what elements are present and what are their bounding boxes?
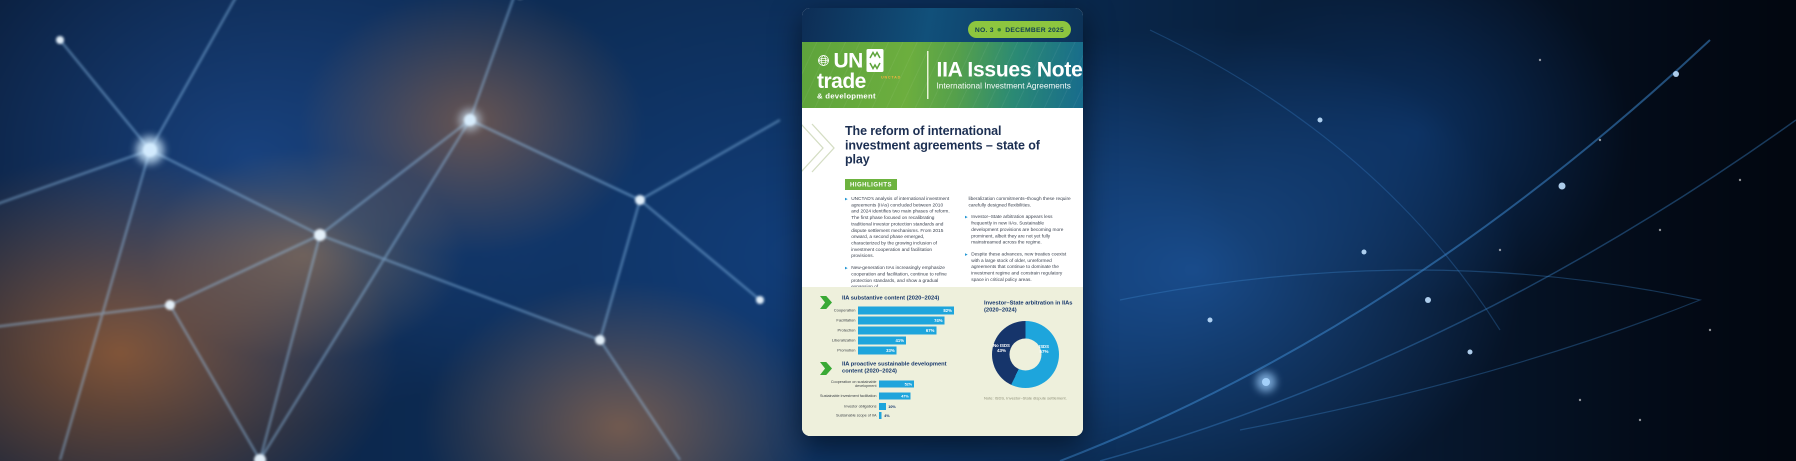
bullet-text: Despite these advances, new treaties coe… xyxy=(971,251,1067,283)
slice-value-text: 57% xyxy=(1039,349,1049,355)
triangle-bullet-icon: ▶ xyxy=(845,197,848,202)
highlight-continuation: liberalization commitments–though these … xyxy=(965,196,1072,209)
article-title: The reform of international investment a… xyxy=(845,124,1040,167)
bar-row: Sustainable scope of IIA 4% xyxy=(820,411,985,420)
issue-date: DECEMBER 2025 xyxy=(1005,25,1064,34)
donut-slice-label: No ISDS 43% xyxy=(991,343,1013,354)
bar-value: 41% xyxy=(895,337,904,343)
bar: 33% xyxy=(858,346,897,355)
bar-row: Cooperation 82% xyxy=(820,305,973,315)
bar-row: Facilitation 74% xyxy=(820,315,973,325)
bar xyxy=(879,411,882,419)
charts-section: IIA substantive content (2020–2024) Coop… xyxy=(802,287,1083,436)
bar: 82% xyxy=(858,306,954,315)
slice-label-text: No ISDS xyxy=(993,342,1010,348)
logo-development-text: & development xyxy=(817,91,876,101)
highlights-column-1: ▶ UNCTAD's analysis of international inv… xyxy=(845,196,952,296)
bar-category-label: Facilitation xyxy=(836,318,856,323)
bar-category-label: Cooperation on sustainable development xyxy=(830,379,877,388)
bar-value: 4% xyxy=(884,413,890,418)
highlight-bullet: ▶ UNCTAD's analysis of international inv… xyxy=(845,196,952,260)
bar-row: Liberalization 41% xyxy=(820,335,973,345)
bar-category-label: Protection xyxy=(837,328,856,333)
highlights-column-2: liberalization commitments–though these … xyxy=(965,196,1072,296)
donut-hole xyxy=(1009,338,1042,371)
logo-un-text: UN xyxy=(833,48,864,73)
donut-ring: ISDS 57% No ISDS 43% xyxy=(991,320,1059,388)
publication-subtitle: International Investment Agreements xyxy=(936,81,1071,91)
bar-category-label: Cooperation xyxy=(833,308,856,313)
isds-donut-chart: Investor–State arbitration in IIAs (2020… xyxy=(970,300,1081,400)
masthead-divider xyxy=(927,51,929,99)
cover-body: The reform of international investment a… xyxy=(802,108,1083,290)
logo-trade-text: trade xyxy=(817,69,866,93)
logo-unctad-text: UNCTAD xyxy=(881,75,902,80)
bar-row: Sustainable investment facilitation 47% xyxy=(820,390,985,402)
triangle-bullet-icon: ▶ xyxy=(965,253,968,257)
bar-category-label: Sustainable scope of IIA xyxy=(836,412,877,418)
bar: 52% xyxy=(879,380,915,388)
un-trade-development-logo: UN trade & development UNCTAD xyxy=(817,49,923,101)
chart-title: IIA proactive sustainable development co… xyxy=(842,361,947,374)
bar-value: 47% xyxy=(901,393,909,399)
chart-note: Note: ISDS, Investor–State dispute settl… xyxy=(984,395,1067,401)
highlights-badge: HIGHLIGHTS xyxy=(845,179,897,190)
bullet-text: New-generation IIAs increasingly emphasi… xyxy=(851,265,947,290)
iia-sustainable-development-chart: IIA proactive sustainable development co… xyxy=(820,361,985,420)
issue-badge: NO. 3 DECEMBER 2025 xyxy=(967,21,1071,38)
bar-row: Investor obligations 10% xyxy=(820,402,985,411)
bar-value: 82% xyxy=(943,307,952,313)
bar-chart-bars: Cooperation 82% Facilitation 74% Protection 6… xyxy=(820,305,973,355)
bar-value: 74% xyxy=(934,317,943,323)
bar-value: 52% xyxy=(904,381,913,387)
chevron-right-icon xyxy=(820,362,832,375)
bar: 41% xyxy=(858,336,906,345)
unctad-chevrons-icon xyxy=(866,49,884,73)
highlight-bullet: ▶ Investor–State arbitration appears les… xyxy=(965,214,1072,246)
document-cover[interactable]: NO. 3 DECEMBER 2025 UN xyxy=(802,8,1083,436)
highlight-bullet: ▶ New-generation IIAs increasingly empha… xyxy=(845,265,952,290)
bar-value: 10% xyxy=(888,404,896,409)
chevron-outline-icon xyxy=(802,123,835,173)
donut-slice-label: ISDS 57% xyxy=(1034,344,1054,355)
chevron-right-icon xyxy=(820,296,832,309)
triangle-bullet-icon: ▶ xyxy=(965,215,968,220)
publication-title: IIA Issues Note xyxy=(936,57,1083,81)
chart-title: Investor–State arbitration in IIAs (2020… xyxy=(984,300,1073,313)
un-globe-icon xyxy=(818,55,829,66)
cover-top-image-band: NO. 3 DECEMBER 2025 xyxy=(802,8,1083,42)
bullet-text: Investor–State arbitration appears less … xyxy=(971,214,1064,246)
bar-row: Promotion 33% xyxy=(820,345,973,355)
bar-value: 33% xyxy=(886,347,895,353)
triangle-bullet-icon: ▶ xyxy=(845,266,848,271)
bar-category-label: Investor obligations xyxy=(844,403,877,409)
bar xyxy=(879,402,886,410)
bar: 74% xyxy=(858,316,945,325)
slice-label-text: ISDS xyxy=(1039,343,1049,349)
slice-value-text: 43% xyxy=(996,348,1006,354)
bar-row: Protection 67% xyxy=(820,325,973,335)
dot-icon xyxy=(997,27,1002,32)
bar-chart-bars: Cooperation on sustainable development 52… xyxy=(820,378,985,420)
bar: 47% xyxy=(879,392,911,400)
chart-title: IIA substantive content (2020–2024) xyxy=(842,295,940,301)
highlights-columns: ▶ UNCTAD's analysis of international inv… xyxy=(845,196,1072,296)
masthead: UN trade & development UNCTAD IIA Issues… xyxy=(802,42,1083,108)
bar-category-label: Promotion xyxy=(837,348,856,353)
bullet-text: UNCTAD's analysis of international inves… xyxy=(851,196,950,259)
highlight-bullet: ▶ Despite these advances, new treaties c… xyxy=(965,252,1072,284)
bar-category-label: Liberalization xyxy=(831,338,856,343)
iia-substantive-content-chart: IIA substantive content (2020–2024) Coop… xyxy=(820,295,973,355)
bullet-text: liberalization commitments–though these … xyxy=(968,196,1071,208)
issue-number: NO. 3 xyxy=(974,25,994,34)
bar-category-label: Sustainable investment facilitation xyxy=(820,393,877,398)
bar: 67% xyxy=(858,326,937,335)
bar-value: 67% xyxy=(925,327,935,333)
bar-row: Cooperation on sustainable development 52… xyxy=(820,378,985,390)
